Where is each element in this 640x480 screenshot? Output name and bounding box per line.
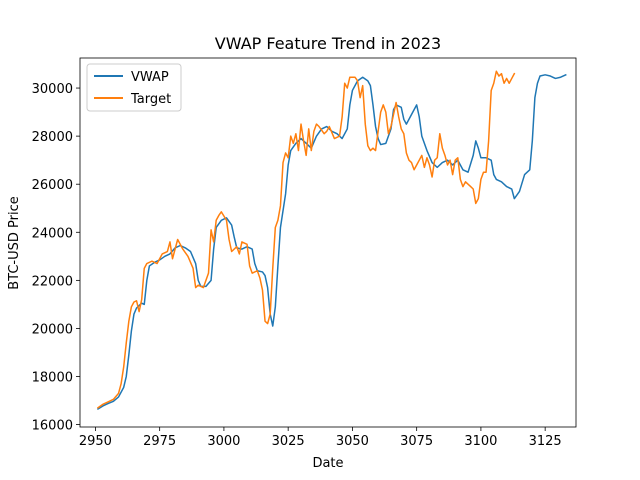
series-line-vwap: [96, 73, 567, 411]
legend-label-target: Target: [130, 92, 171, 107]
series-layer: [96, 70, 567, 411]
series-line-target: [96, 70, 516, 409]
x-tick-label: 2950: [79, 434, 112, 449]
plot-frame: [79, 57, 577, 428]
y-tick-label: 20000: [32, 322, 73, 337]
y-tick-label: 28000: [32, 130, 73, 145]
x-tick-label: 3000: [207, 434, 240, 449]
x-tick-label: 3025: [272, 434, 305, 449]
y-tick-label: 22000: [32, 274, 73, 289]
x-axis-title: Date: [312, 456, 343, 471]
x-tick-label: 3050: [336, 434, 369, 449]
legend: VWAP Target: [86, 63, 182, 112]
y-tick-label: 18000: [32, 371, 73, 386]
y-tick-label: 24000: [32, 226, 73, 241]
axes-layer: 2950 2975 3000 3025 3050 3075 3100 3125 16000 180…: [32, 57, 577, 449]
x-tick-label: 3075: [400, 434, 433, 449]
x-tick-label: 2975: [143, 434, 176, 449]
x-tick-label: 3125: [529, 434, 562, 449]
y-axis-title: BTC-USD Price: [7, 196, 22, 290]
y-tick-label: 26000: [32, 178, 73, 193]
x-tick-label: 3100: [464, 434, 497, 449]
y-tick-label: 30000: [32, 82, 73, 97]
legend-label-vwap: VWAP: [131, 70, 169, 85]
chart-title: VWAP Feature Trend in 2023: [215, 34, 441, 53]
y-tick-label: 16000: [32, 419, 73, 434]
